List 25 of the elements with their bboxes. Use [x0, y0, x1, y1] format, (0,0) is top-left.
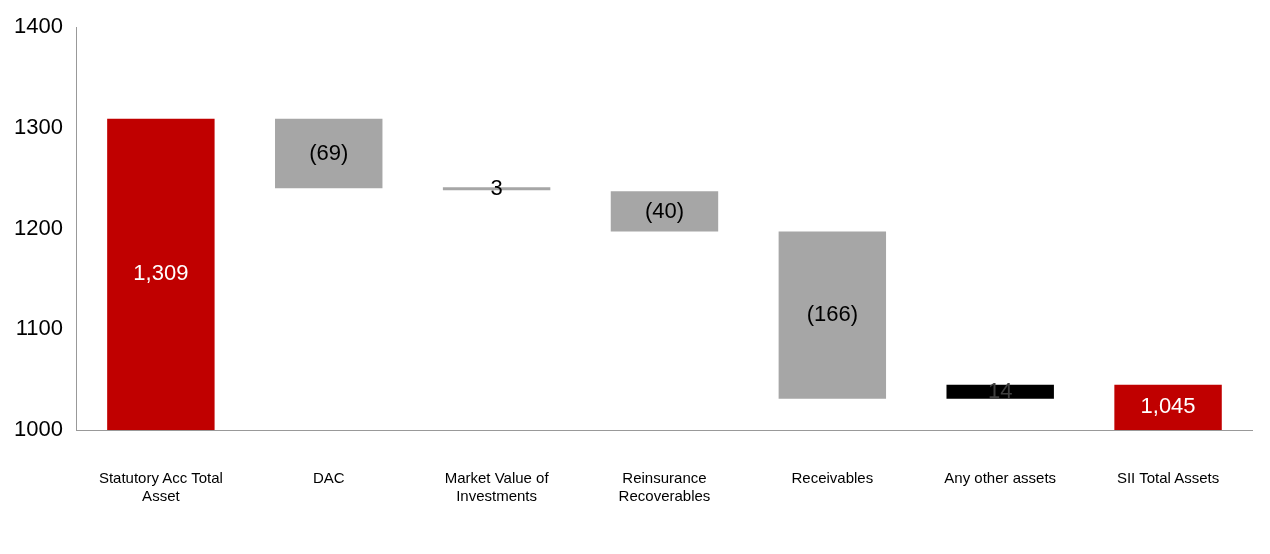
y-tick-label: 1200	[13, 214, 63, 240]
data-label: 3	[490, 174, 503, 200]
data-label: (40)	[644, 197, 685, 223]
data-label: 1,045	[1140, 393, 1196, 419]
x-tick-label: SII Total Assets	[1116, 469, 1220, 487]
x-tick-label: Receivables	[791, 469, 874, 487]
x-tick-label: Statutory Acc Total Asset	[98, 469, 223, 505]
x-tick-label: Market Value of Investments	[444, 469, 550, 505]
data-label: (166)	[806, 301, 859, 327]
x-tick-label: Reinsurance Recoverables	[618, 469, 711, 505]
data-label: 1,309	[133, 260, 189, 286]
y-tick-label: 1100	[15, 315, 63, 341]
data-label: 14	[987, 377, 1013, 403]
y-tick-label: 1400	[13, 13, 63, 39]
x-tick-label: Any other assets	[944, 469, 1057, 487]
y-tick-label: 1000	[13, 416, 63, 442]
bar	[610, 191, 719, 232]
bar	[107, 118, 215, 430]
bar	[778, 231, 887, 399]
bar	[1114, 384, 1222, 430]
data-label: (69)	[309, 139, 349, 165]
y-tick-label: 1300	[13, 113, 63, 139]
x-tick-label: DAC	[312, 469, 345, 487]
bar	[946, 384, 1054, 399]
bar	[275, 118, 383, 189]
